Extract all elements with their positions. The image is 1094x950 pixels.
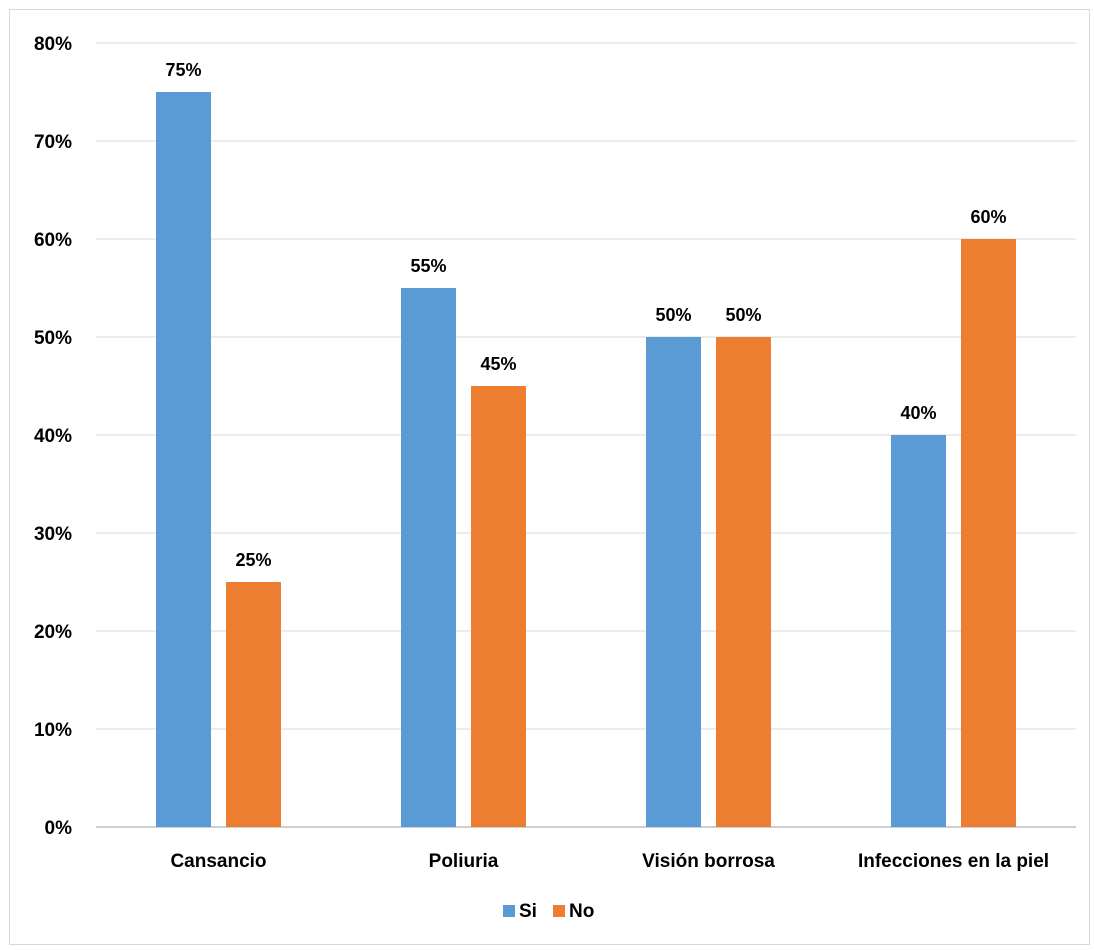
data-label: 75%	[165, 60, 201, 80]
y-tick-label: 80%	[34, 34, 72, 55]
x-tick-label: Visión borrosa	[642, 851, 775, 872]
data-label: 50%	[725, 305, 761, 325]
bar-no-2	[716, 337, 771, 827]
legend: Si No	[503, 901, 594, 922]
data-labels: 75% 25% 55% 45% 50% 50% 40% 60%	[165, 60, 1006, 570]
data-label: 55%	[410, 256, 446, 276]
legend-swatch-no	[553, 905, 565, 917]
x-tick-label: Infecciones en la piel	[858, 851, 1049, 872]
data-label: 25%	[235, 550, 271, 570]
x-axis-tick-labels: Cansancio Poliuria Visión borrosa Infeccion…	[170, 851, 1049, 872]
bar-no-3	[961, 239, 1016, 827]
legend-label-no: No	[569, 901, 594, 922]
y-tick-label: 10%	[34, 720, 72, 741]
data-label: 60%	[970, 207, 1006, 227]
y-tick-label: 0%	[45, 818, 73, 839]
bars	[156, 92, 1016, 827]
bar-si-1	[401, 288, 456, 827]
y-tick-label: 40%	[34, 426, 72, 447]
data-label: 40%	[900, 403, 936, 423]
y-tick-label: 60%	[34, 230, 72, 251]
x-tick-label: Poliuria	[429, 851, 499, 872]
x-tick-label: Cansancio	[170, 851, 266, 872]
bar-si-0	[156, 92, 211, 827]
bar-no-1	[471, 386, 526, 827]
y-axis-tick-labels: 0% 10% 20% 30% 40% 50% 60% 70% 80%	[34, 34, 72, 839]
y-tick-label: 20%	[34, 622, 72, 643]
bar-si-3	[891, 435, 946, 827]
legend-label-si: Si	[519, 901, 537, 922]
y-tick-label: 50%	[34, 328, 72, 349]
bar-no-0	[226, 582, 281, 827]
bar-si-2	[646, 337, 701, 827]
data-label: 45%	[480, 354, 516, 374]
data-label: 50%	[655, 305, 691, 325]
y-tick-label: 70%	[34, 132, 72, 153]
y-tick-label: 30%	[34, 524, 72, 545]
legend-swatch-si	[503, 905, 515, 917]
